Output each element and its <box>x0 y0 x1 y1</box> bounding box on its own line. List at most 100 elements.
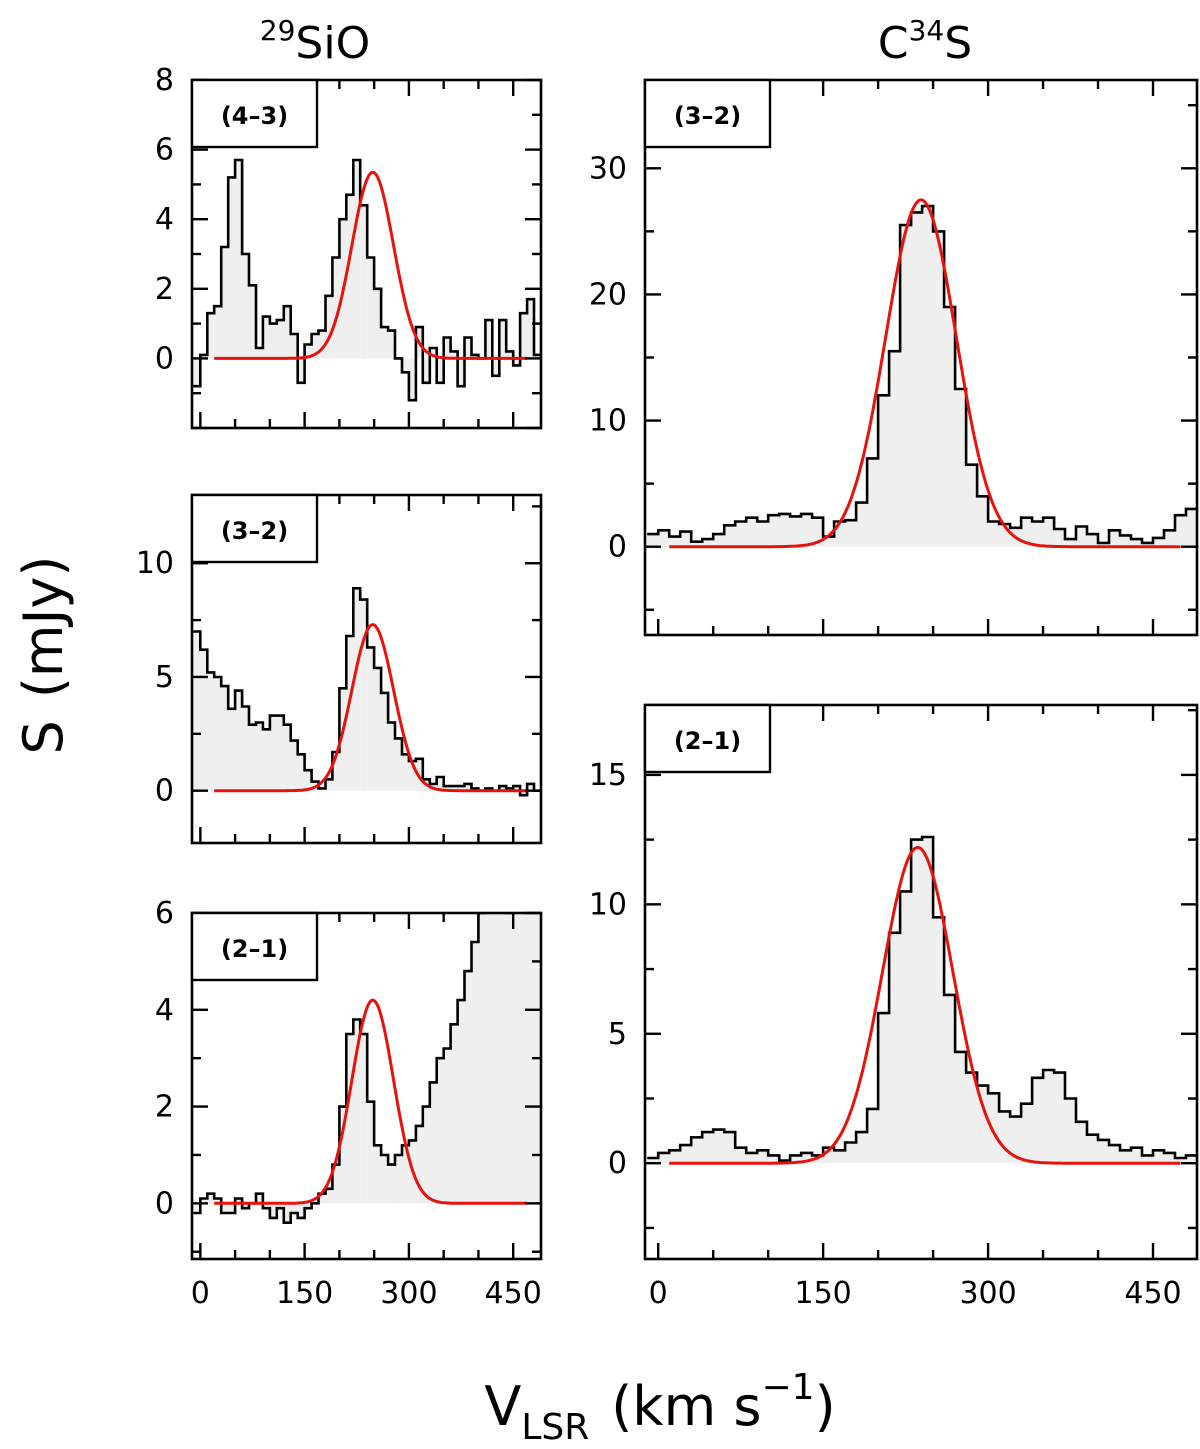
channel-bar <box>353 588 361 791</box>
channel-bar <box>922 206 934 547</box>
col-title-29sio: 29SiO <box>260 14 370 69</box>
y-axis-title-main: S <box>12 720 75 754</box>
y-tick-label: 8 <box>155 63 174 98</box>
channel-bar <box>1153 1150 1165 1164</box>
channel-bar <box>520 913 528 1204</box>
channel-bar <box>255 1193 263 1204</box>
channel-bar <box>422 358 430 383</box>
channel-bar <box>1054 1072 1066 1164</box>
x-axis-title-unit-sup: −1 <box>761 1367 814 1408</box>
channel-bar <box>297 1203 305 1218</box>
channel-bar <box>513 786 521 791</box>
channel-bar <box>401 1145 409 1204</box>
transition-label-box <box>643 703 772 774</box>
channel-bar <box>374 288 382 359</box>
channel-bar <box>367 1101 375 1204</box>
channel-bar <box>900 891 912 1164</box>
channel-bar <box>249 285 256 359</box>
channel-bar <box>450 786 458 791</box>
channel-bar <box>450 1024 458 1204</box>
transition-label: (3–2) <box>674 102 741 130</box>
spectrum-step-line <box>647 204 1197 545</box>
channel-bar <box>304 770 312 791</box>
channel-bar <box>353 160 361 359</box>
channel-bar <box>193 358 201 387</box>
channel-bar <box>388 1164 396 1204</box>
channel-bar <box>823 536 835 547</box>
channel-bar <box>401 358 409 373</box>
channel-bar <box>283 306 291 359</box>
channel-bar <box>443 786 451 791</box>
x-axis-title: VLSR (km s−1) <box>484 1367 835 1448</box>
channel-bar <box>977 496 989 547</box>
channel-bar <box>276 715 284 791</box>
channel-bar <box>1175 1158 1187 1164</box>
channel-bar <box>768 1155 780 1164</box>
panel-29sio-2-1: 0 2 4 6 0 150 300 450 (2–1) <box>155 896 543 1311</box>
channel-bar <box>702 539 714 547</box>
channel-bar <box>283 724 291 791</box>
channel-bar <box>242 1203 250 1209</box>
channel-bar <box>845 1142 857 1164</box>
y-tick-label: 0 <box>608 1146 627 1181</box>
channel-bar <box>374 667 382 791</box>
channel-bar <box>1164 530 1176 547</box>
panel-29sio-4-3: 0 2 4 6 8 (4–3) <box>155 63 543 430</box>
y-tick-label: 10 <box>589 404 627 439</box>
channel-bar <box>255 347 263 359</box>
channel-bar <box>878 1013 890 1164</box>
channel-bar <box>269 1203 277 1218</box>
channel-bar <box>242 254 250 359</box>
x-axis-title-unit-a: (km s <box>611 1375 761 1438</box>
col-title-c34s: C34S <box>878 14 972 69</box>
channel-bar <box>779 513 791 547</box>
channel-bar <box>966 1072 978 1164</box>
channel-bar <box>388 330 396 359</box>
channel-bar <box>332 752 340 791</box>
channel-bar <box>221 247 229 359</box>
transition-label-box <box>643 78 772 149</box>
channel-bar <box>867 458 879 547</box>
channel-bar <box>724 1132 736 1164</box>
y-tick-label: 0 <box>608 530 627 565</box>
gaussian-fit-line <box>214 998 528 1205</box>
channel-bar <box>200 1198 208 1204</box>
channel-bar <box>207 313 215 359</box>
channel-bar <box>249 724 256 791</box>
channel-bar <box>360 205 368 359</box>
channel-bar <box>845 520 857 547</box>
y-tick-label: 6 <box>155 133 174 168</box>
channel-bar <box>999 524 1011 547</box>
transition-label-box <box>190 493 319 564</box>
channel-bar <box>1076 1121 1088 1164</box>
channel-bar <box>988 521 1000 547</box>
channel-bar <box>269 715 277 791</box>
channel-bar <box>944 307 956 547</box>
channel-bar <box>401 754 409 791</box>
y-tick-label: 4 <box>155 202 174 237</box>
channel-bar <box>429 1082 437 1204</box>
panel-29sio-3-2: 0 5 10 (3–2) <box>136 493 543 845</box>
y-tick-label: 20 <box>589 277 627 312</box>
channel-bar <box>325 1188 333 1204</box>
channel-bar <box>768 515 780 547</box>
channel-bar <box>290 1203 298 1214</box>
channel-bar <box>1153 537 1165 547</box>
channel-bar <box>193 631 201 791</box>
channel-bar <box>339 1106 347 1204</box>
channel-bar <box>381 327 389 359</box>
channel-bar <box>200 649 208 791</box>
channel-bar <box>1186 1155 1197 1164</box>
channel-bar <box>658 1152 670 1164</box>
channel-bar <box>944 994 956 1164</box>
channel-bar <box>485 913 493 1204</box>
channel-bar <box>801 513 813 547</box>
channel-bar <box>506 913 514 1204</box>
channel-bar <box>933 917 945 1164</box>
channel-bar <box>1010 1116 1022 1164</box>
channel-bar <box>297 754 305 791</box>
channel-bar <box>304 1203 312 1209</box>
channel-bar <box>457 1000 465 1204</box>
axes-frame <box>190 911 543 1261</box>
